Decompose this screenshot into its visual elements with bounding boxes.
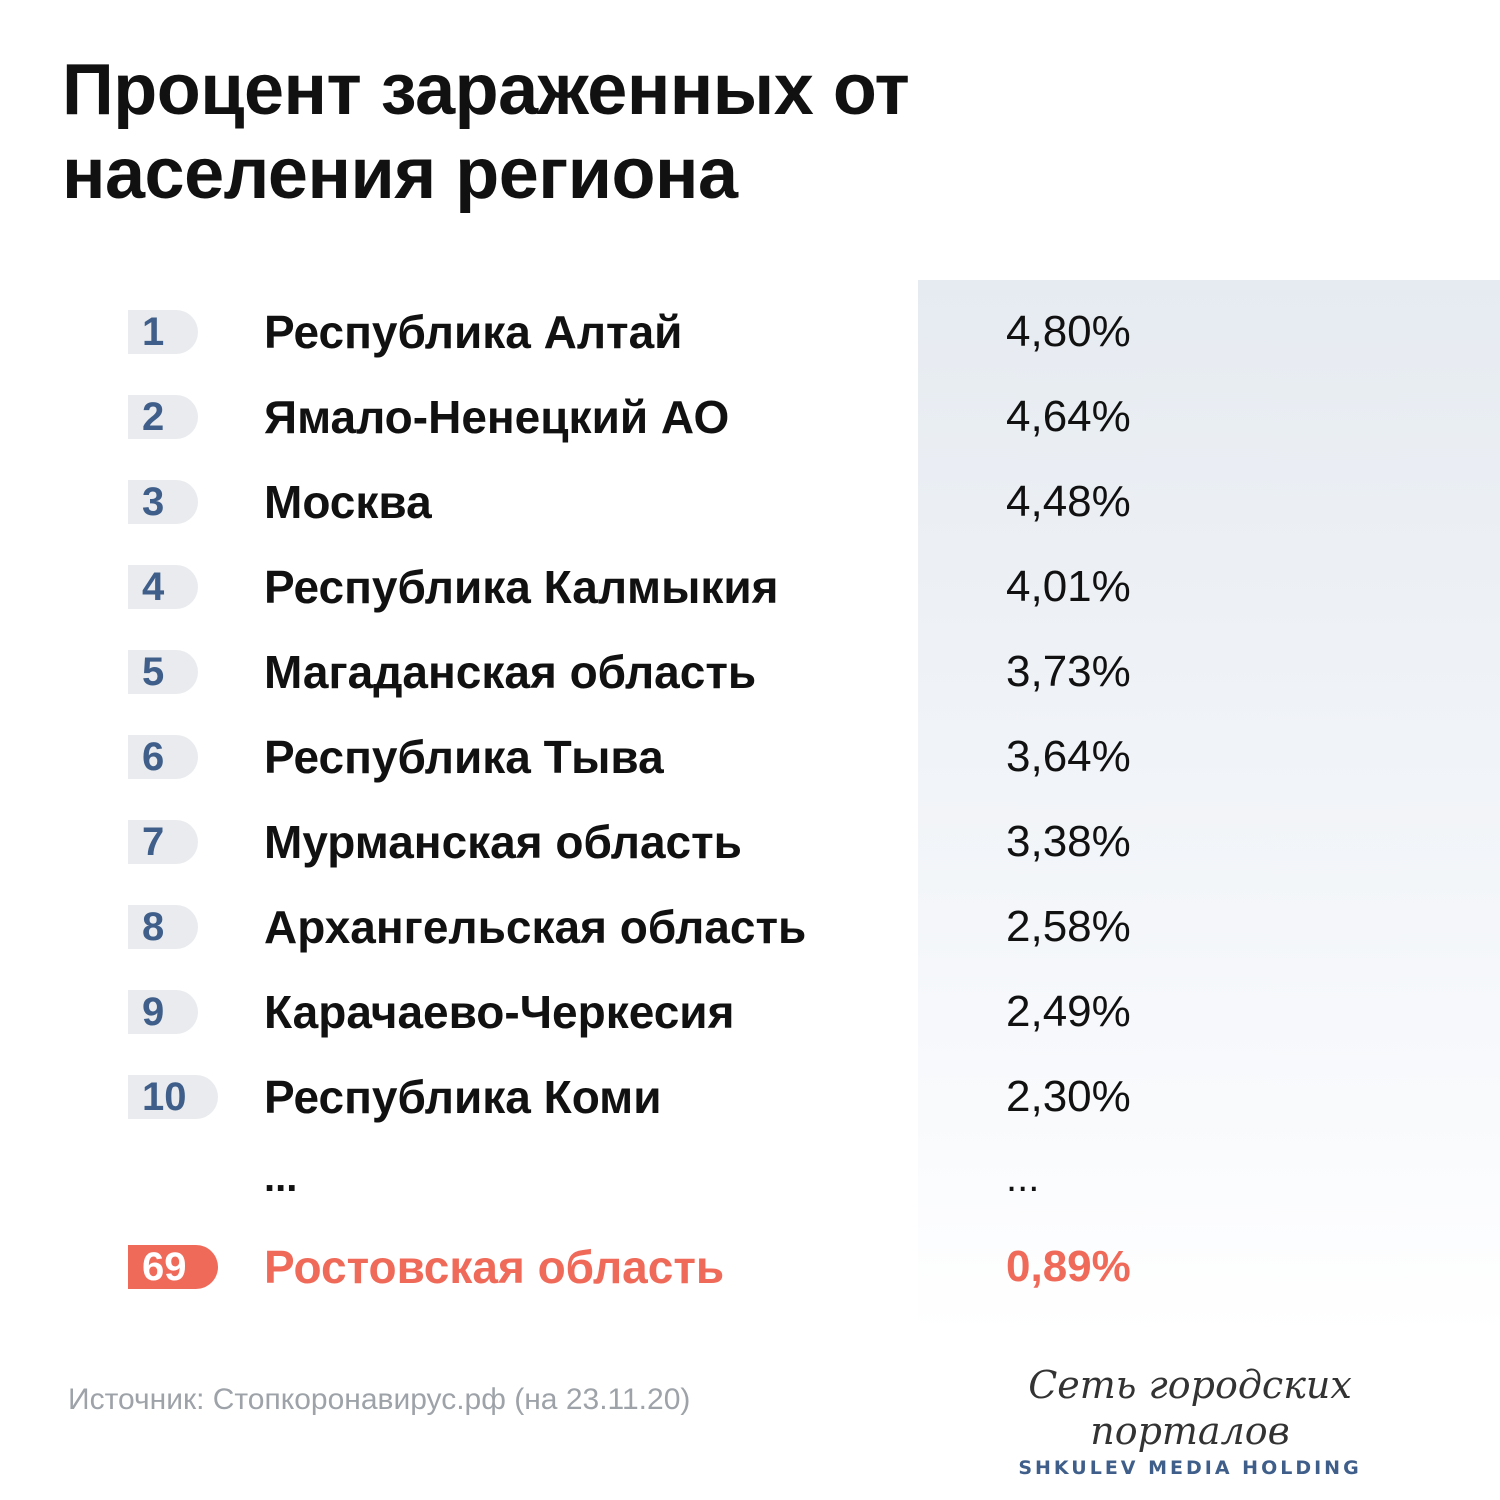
- rank-badge: 9: [128, 990, 198, 1034]
- region-name: Ростовская область: [264, 1241, 725, 1293]
- region-value: 4,48%: [1006, 477, 1131, 526]
- rank-badge: 4: [128, 565, 198, 609]
- region-value: 2,30%: [1006, 1072, 1131, 1121]
- ellipsis-row: ......: [0, 1140, 1500, 1225]
- region-name: ...: [264, 1156, 298, 1200]
- rank-badge: 5: [128, 650, 198, 694]
- table-row: 9 Карачаево-Черкесия 2,49%: [0, 970, 1500, 1055]
- table-row: 8 Архангельская область 2,58%: [0, 885, 1500, 970]
- region-name: Карачаево-Черкесия: [264, 986, 735, 1038]
- region-name: Магаданская область: [264, 646, 757, 698]
- region-name: Республика Тыва: [264, 731, 664, 783]
- rank-badge: 69: [128, 1245, 218, 1289]
- highlighted-row: 69 Ростовская область 0,89%: [0, 1225, 1500, 1310]
- table-row: 5 Магаданская область 3,73%: [0, 630, 1500, 715]
- rank-badge: 3: [128, 480, 198, 524]
- table-row: 3 Москва 4,48%: [0, 460, 1500, 545]
- region-value: 4,64%: [1006, 392, 1131, 441]
- rank-badge: 6: [128, 735, 198, 779]
- source-note: Источник: Стопкоронавирус.рф (на 23.11.2…: [68, 1383, 691, 1416]
- region-name: Архангельская область: [264, 901, 807, 953]
- region-name: Республика Калмыкия: [264, 561, 779, 613]
- region-value: 2,58%: [1006, 902, 1131, 951]
- rank-badge: 2: [128, 395, 198, 439]
- region-value: 3,38%: [1006, 817, 1131, 866]
- brand-subtitle: SHKULEV MEDIA HOLDING: [1018, 1457, 1362, 1479]
- region-name: Мурманская область: [264, 816, 742, 868]
- region-value: 0,89%: [1006, 1242, 1131, 1291]
- rank-badge: 8: [128, 905, 198, 949]
- region-name: Республика Коми: [264, 1071, 662, 1123]
- table-row: 2 Ямало-Ненецкий АО 4,64%: [0, 375, 1500, 460]
- region-name: Республика Алтай: [264, 306, 683, 358]
- region-value: 2,49%: [1006, 987, 1131, 1036]
- rank-badge: 1: [128, 310, 198, 354]
- region-value: 3,64%: [1006, 732, 1131, 781]
- brand-logo: Сеть городских порталов SHKULEV MEDIA HO…: [960, 1362, 1420, 1482]
- table-row: 1 Республика Алтай 4,80%: [0, 290, 1500, 375]
- table-row: 4 Республика Калмыкия 4,01%: [0, 545, 1500, 630]
- values-column-background: [918, 280, 1500, 1335]
- rank-badge: 10: [128, 1075, 218, 1119]
- region-value: 4,01%: [1006, 562, 1131, 611]
- region-value: ...: [1006, 1156, 1040, 1200]
- chart-title-line-1: Процент зараженных от: [62, 50, 910, 130]
- region-name: Москва: [264, 476, 432, 528]
- region-value: 3,73%: [1006, 647, 1131, 696]
- chart-title: Процент зараженных от населения региона: [62, 48, 1362, 216]
- table-row: 6 Республика Тыва 3,64%: [0, 715, 1500, 800]
- chart-title-line-2: населения региона: [62, 134, 738, 214]
- region-value: 4,80%: [1006, 307, 1131, 356]
- region-name: Ямало-Ненецкий АО: [264, 391, 730, 443]
- table-row: 10 Республика Коми 2,30%: [0, 1055, 1500, 1140]
- brand-name: Сеть городских порталов: [1028, 1363, 1352, 1453]
- table-row: 7 Мурманская область 3,38%: [0, 800, 1500, 885]
- rank-badge: 7: [128, 820, 198, 864]
